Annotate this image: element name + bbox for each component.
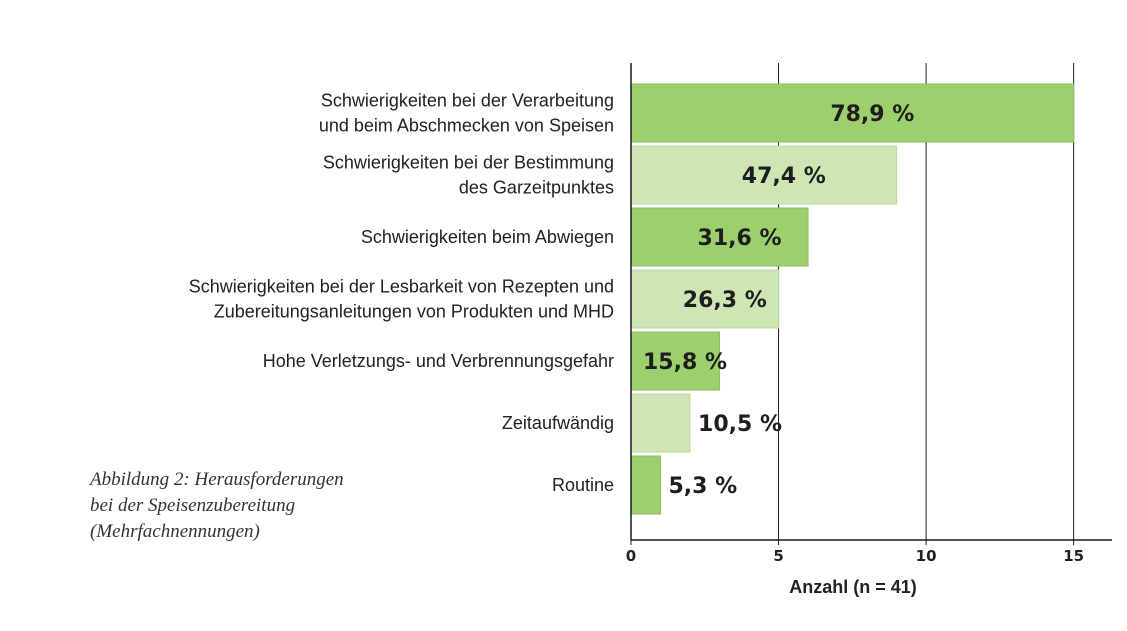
data-label: 15,8 % bbox=[643, 350, 727, 375]
x-axis-title: Anzahl (n = 41) bbox=[789, 577, 917, 597]
category-labels: Schwierigkeiten bei der Verarbeitung und … bbox=[189, 91, 614, 496]
x-tick-label: 10 bbox=[916, 547, 937, 565]
caption-line: (Mehrfachnennungen) bbox=[90, 521, 260, 542]
category-label: Schwierigkeiten beim Abwiegen bbox=[361, 227, 614, 247]
x-axis: 0 5 10 15 bbox=[626, 63, 1112, 565]
category-label: Schwierigkeiten bei der Bestimmung bbox=[323, 153, 614, 173]
category-label: und beim Abschmecken von Speisen bbox=[319, 116, 614, 136]
data-label: 31,6 % bbox=[698, 226, 782, 251]
data-label: 47,4 % bbox=[742, 164, 826, 189]
category-label: Routine bbox=[552, 475, 614, 495]
data-label: 10,5 % bbox=[698, 412, 782, 437]
bar bbox=[630, 393, 691, 453]
category-label: Schwierigkeiten bei der Verarbeitung bbox=[321, 91, 614, 111]
value-labels: 78,9 % 47,4 % 31,6 % 26,3 % 15,8 % 10,5 % 5,3 … bbox=[643, 102, 914, 499]
category-label: Zubereitungsanleitungen von Produkten un… bbox=[214, 302, 614, 322]
x-tick-label: 5 bbox=[773, 547, 783, 565]
bar bbox=[630, 145, 898, 205]
data-label: 26,3 % bbox=[683, 288, 767, 313]
category-label: Hohe Verletzungs- und Verbrennungsgefahr bbox=[263, 351, 614, 371]
x-tick-label: 15 bbox=[1063, 547, 1084, 565]
caption-line: Abbildung 2: Herausforderungen bbox=[90, 469, 344, 490]
bar bbox=[630, 455, 662, 515]
data-label: 78,9 % bbox=[830, 102, 914, 127]
bar bbox=[630, 269, 780, 329]
category-label: Zeitaufwändig bbox=[502, 413, 614, 433]
category-label: Schwierigkeiten bei der Lesbarkeit von R… bbox=[189, 277, 614, 297]
bar bbox=[630, 83, 1075, 143]
caption-line: bei der Speisenzubereitung bbox=[90, 495, 296, 516]
bar bbox=[630, 331, 721, 391]
data-label: 5,3 % bbox=[669, 474, 738, 499]
x-tick-label: 0 bbox=[626, 547, 636, 565]
figure-caption: Abbildung 2: Herausforderungen bei der S… bbox=[90, 467, 390, 545]
bars bbox=[630, 83, 1075, 515]
category-label: des Garzeitpunktes bbox=[459, 178, 614, 198]
bar bbox=[630, 207, 809, 267]
